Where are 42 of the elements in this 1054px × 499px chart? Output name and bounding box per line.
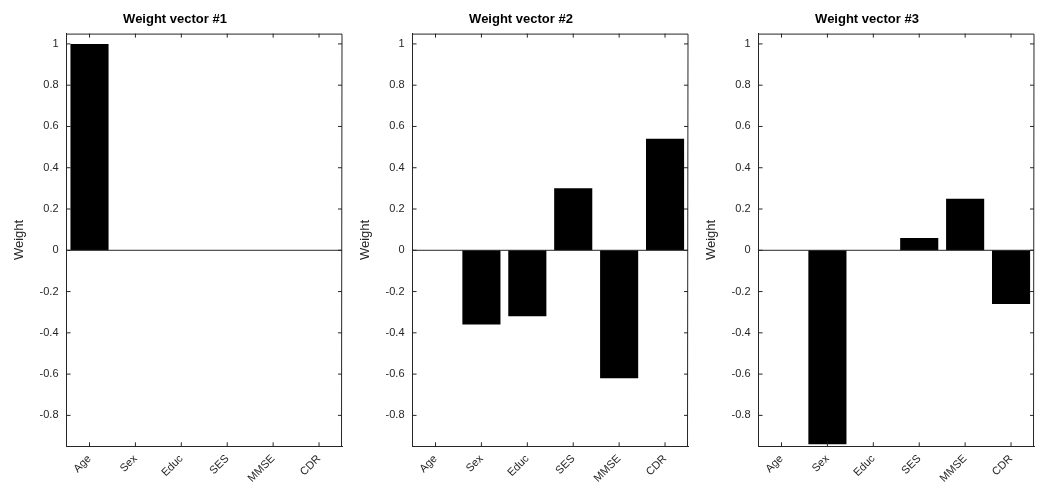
x-tick-label: Sex xyxy=(117,451,140,474)
chart-title: Weight vector #2 xyxy=(469,11,573,27)
y-tick-label: 1 xyxy=(744,36,751,49)
y-tick-label: 0 xyxy=(52,243,59,256)
y-tick-label: 0.8 xyxy=(735,78,751,91)
y-tick-label: -0.4 xyxy=(385,325,405,338)
y-tick-label: 0.6 xyxy=(389,119,405,132)
chart-title: Weight vector #1 xyxy=(123,11,227,27)
y-tick-label: -0.4 xyxy=(39,325,59,338)
x-tick-label: Sex xyxy=(809,451,832,474)
y-tick-label: 0.4 xyxy=(735,160,751,173)
y-tick-label: -0.6 xyxy=(385,367,405,380)
y-tick-label: 0.6 xyxy=(43,119,59,132)
chart-title: Weight vector #3 xyxy=(815,11,919,27)
y-tick-label: 1 xyxy=(52,36,59,49)
y-tick-label: 0.8 xyxy=(43,78,59,91)
x-tick-label: Age xyxy=(762,452,786,475)
x-tick-label: Age xyxy=(416,452,440,475)
y-tick-label: -0.8 xyxy=(39,408,59,421)
y-tick-label: 0 xyxy=(744,243,751,256)
y-axis-title: Weight xyxy=(11,219,27,261)
x-tick-label: Age xyxy=(70,452,94,475)
y-tick-label: 0.6 xyxy=(735,119,751,132)
y-tick-label: -0.2 xyxy=(731,284,751,297)
y-tick-label: -0.6 xyxy=(39,367,59,380)
x-tick-label: Sex xyxy=(463,451,486,474)
y-tick-label: -0.8 xyxy=(385,408,405,421)
y-tick-label: 0 xyxy=(398,243,405,256)
y-tick-label: 0.4 xyxy=(43,160,59,173)
y-tick-label: -0.2 xyxy=(385,284,405,297)
y-axis-title: Weight xyxy=(357,219,373,261)
y-axis-title: Weight xyxy=(703,219,719,261)
y-tick-label: -0.6 xyxy=(731,367,751,380)
y-tick-label: -0.8 xyxy=(731,408,751,421)
y-tick-label: 0.8 xyxy=(389,78,405,91)
y-tick-label: 0.4 xyxy=(389,160,405,173)
y-tick-label: 0.2 xyxy=(735,202,751,215)
y-tick-label: 0.2 xyxy=(43,202,59,215)
y-tick-label: -0.4 xyxy=(731,325,751,338)
y-tick-label: 1 xyxy=(398,36,405,49)
y-tick-label: -0.2 xyxy=(39,284,59,297)
y-tick-label: 0.2 xyxy=(389,202,405,215)
